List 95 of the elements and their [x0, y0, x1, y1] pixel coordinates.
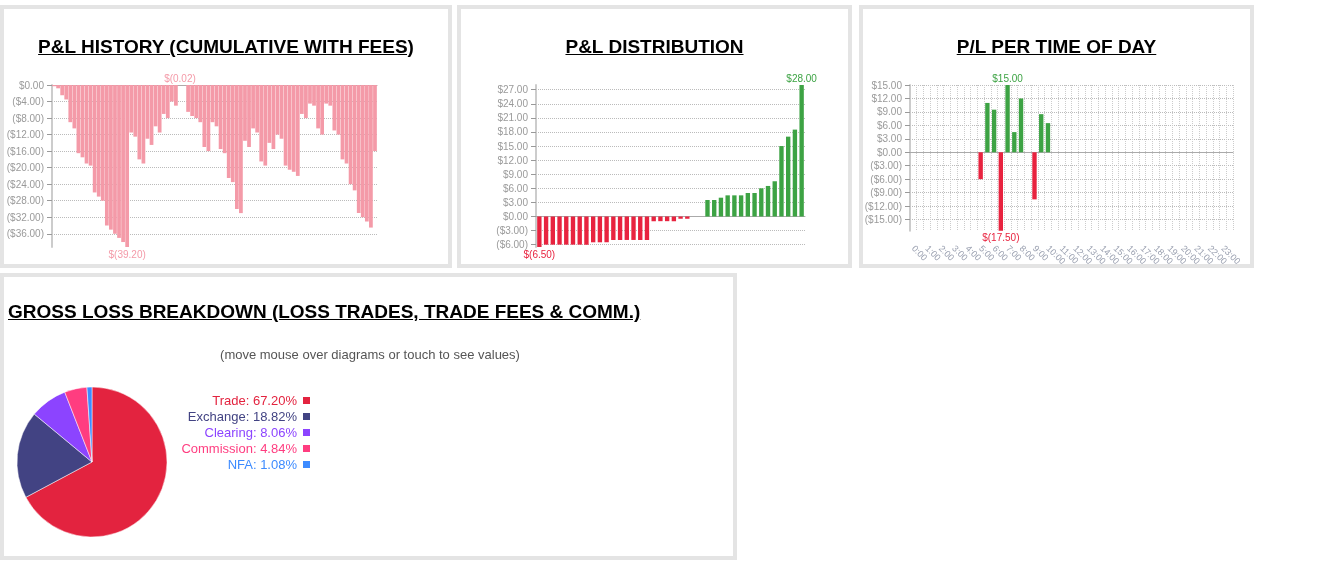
y-tick-label: ($28.00)	[6, 195, 44, 207]
y-tick-label: ($4.00)	[12, 96, 44, 108]
bar	[557, 216, 562, 245]
bar	[577, 216, 582, 245]
y-tick-label: ($9.00)	[870, 187, 902, 199]
y-tick-label: $0.00	[18, 79, 45, 91]
y-tick-label: ($6.00)	[496, 239, 528, 251]
bar	[705, 200, 710, 217]
bar	[678, 216, 683, 219]
y-tick-label: $3.00	[502, 196, 529, 208]
data-label: $28.00	[786, 72, 818, 84]
bar	[772, 181, 777, 217]
bar	[584, 216, 589, 245]
data-label: $(6.50)	[523, 248, 556, 260]
bar	[685, 216, 690, 219]
bar	[564, 216, 569, 245]
bar	[604, 216, 609, 243]
bar	[998, 152, 1004, 231]
bar	[779, 146, 784, 217]
data-label: $(39.20)	[108, 248, 146, 260]
bar	[570, 216, 576, 245]
chart-title: P&L DISTRIBUTION	[564, 36, 745, 58]
y-tick-label: ($36.00)	[6, 228, 44, 240]
y-tick-label: $9.00	[876, 106, 903, 118]
chart-title: P/L PER TIME OF DAY	[955, 36, 1158, 58]
y-tick-label: $15.00	[871, 79, 903, 91]
bar	[725, 195, 730, 217]
x-tick-label: 1:00	[923, 243, 943, 263]
legend-label: Exchange: 18.82%	[187, 409, 298, 424]
legend-label: Commission: 4.84%	[181, 441, 298, 456]
bar	[738, 195, 744, 217]
data-label: $(17.50)	[982, 232, 1020, 244]
legend-label: Trade: 67.20%	[212, 393, 298, 408]
bar	[624, 216, 629, 240]
bar	[638, 216, 643, 240]
bar	[651, 216, 656, 222]
y-tick-label: $18.00	[497, 126, 529, 138]
bar	[991, 109, 997, 153]
legend-label: Clearing: 8.06%	[204, 425, 298, 440]
bar	[631, 216, 636, 240]
bar	[597, 216, 603, 243]
bar	[1018, 98, 1024, 153]
bar	[617, 216, 623, 240]
data-label: $(0.02)	[164, 72, 196, 84]
bar	[590, 216, 596, 243]
y-tick-label: $12.00	[497, 154, 529, 166]
y-tick-label: $9.00	[502, 168, 529, 180]
y-tick-label: $27.00	[497, 84, 529, 96]
y-tick-label: $0.00	[876, 146, 903, 158]
y-tick-label: $3.00	[876, 133, 903, 145]
y-tick-label: $24.00	[497, 98, 529, 110]
bar	[543, 216, 549, 245]
bar	[765, 185, 771, 217]
data-label: $15.00	[992, 72, 1024, 84]
bar	[1039, 114, 1044, 153]
y-tick-label: ($16.00)	[6, 145, 44, 157]
y-tick-label: ($24.00)	[6, 178, 44, 190]
y-tick-label: ($12.00)	[6, 129, 44, 141]
bar	[658, 216, 663, 222]
bar	[671, 216, 677, 222]
bar	[611, 216, 616, 240]
bar	[732, 195, 737, 217]
y-tick-label: ($12.00)	[864, 200, 902, 212]
y-tick-label: $21.00	[497, 112, 529, 124]
bar	[752, 193, 757, 217]
bar	[550, 216, 555, 245]
bar	[985, 102, 990, 153]
bar	[1005, 85, 1010, 153]
y-tick-label: $6.00	[876, 119, 903, 131]
y-tick-label: ($15.00)	[864, 214, 902, 226]
bar	[664, 216, 670, 222]
y-tick-label: ($20.00)	[6, 162, 44, 174]
y-tick-label: $6.00	[502, 182, 529, 194]
y-tick-label: $0.00	[502, 210, 529, 222]
y-tick-label: ($32.00)	[6, 211, 44, 223]
legend-label: NFA: 1.08%	[227, 457, 298, 472]
bar	[1012, 132, 1017, 153]
y-tick-label: $15.00	[497, 140, 529, 152]
chart-title: P&L HISTORY (CUMULATIVE WITH FEES)	[37, 36, 415, 58]
chart-title: GROSS LOSS BREAKDOWN (LOSS TRADES, TRADE FEES & COMM.)	[8, 301, 641, 323]
bar	[978, 152, 983, 180]
bar	[1045, 123, 1051, 153]
y-tick-label: $12.00	[871, 92, 903, 104]
y-tick-label: ($3.00)	[870, 160, 902, 172]
y-tick-label: ($8.00)	[12, 112, 44, 124]
bar	[799, 85, 804, 217]
y-tick-label: ($6.00)	[870, 173, 902, 185]
bar	[1032, 152, 1037, 200]
bar	[792, 129, 798, 217]
bar	[786, 136, 791, 217]
bar	[759, 188, 764, 217]
text: (move mouse over diagrams or touch to see values)	[219, 347, 521, 362]
bar	[644, 216, 650, 240]
y-tick-label: ($3.00)	[496, 225, 528, 237]
bar	[537, 216, 542, 247]
